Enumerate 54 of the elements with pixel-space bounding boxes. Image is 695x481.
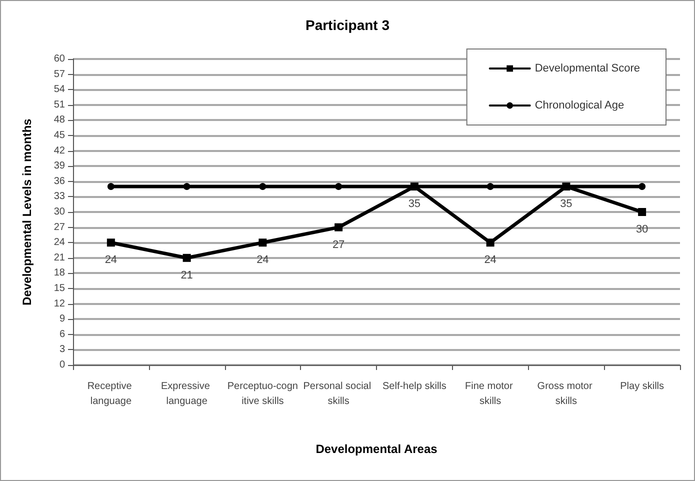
point — [486, 183, 494, 190]
point — [106, 238, 115, 247]
y-axis-title: Developmental Levels in months — [20, 118, 34, 306]
data-label: 21 — [180, 269, 193, 282]
data-label: 35 — [408, 198, 421, 210]
y-tick-label: 9 — [59, 314, 66, 325]
y-tick-label: 3 — [59, 344, 66, 356]
x-tick-label: Personal social skills — [303, 381, 374, 407]
x-tick-label: Self-help skills — [382, 381, 446, 392]
y-tick-label: 27 — [54, 222, 66, 233]
x-tick-label: Fine motor skills — [465, 381, 516, 407]
point — [334, 223, 343, 232]
data-label: 30 — [636, 224, 648, 236]
x-tick-label: Expressive language — [160, 381, 213, 407]
x-tick-label: Perceptuo-cognitive skills — [227, 381, 298, 407]
y-tick-label: 21 — [54, 252, 66, 264]
point — [258, 238, 267, 247]
y-tick-label: 51 — [54, 99, 66, 110]
point — [638, 208, 646, 216]
y-tick-label: 33 — [54, 191, 66, 202]
y-tick-label: 42 — [54, 145, 66, 156]
point — [107, 183, 114, 190]
data-label: 24 — [484, 254, 496, 266]
legend-label: Chronological Age — [534, 100, 624, 112]
x-axis-title: Developmental Areas — [316, 442, 438, 456]
point — [183, 183, 190, 190]
y-tick-label: 39 — [54, 160, 66, 172]
y-tick-label: 36 — [54, 176, 66, 187]
y-tick-label: 6 — [59, 328, 66, 340]
y-tick-label: 0 — [59, 360, 66, 370]
point — [335, 183, 342, 190]
y-tick-label: 60 — [54, 54, 66, 64]
y-tick-label: 15 — [54, 283, 66, 294]
point — [259, 183, 266, 190]
x-tick-label: Gross motor skills — [537, 381, 596, 407]
x-tick-label: Play skills — [620, 381, 664, 392]
y-tick-label: 57 — [54, 68, 66, 80]
point — [486, 238, 494, 247]
y-tick-label: 30 — [54, 206, 66, 218]
y-tick-label: 12 — [54, 298, 66, 310]
x-tick-label: Receptive language — [87, 381, 135, 407]
y-tick-label: 48 — [54, 114, 66, 126]
y-tick-label: 18 — [54, 268, 66, 279]
point — [638, 183, 646, 190]
point — [182, 254, 191, 262]
chart-title: Participant 3 — [305, 17, 390, 33]
data-label: 24 — [104, 254, 118, 266]
y-tick-label: 54 — [54, 84, 66, 96]
y-tick-label: 24 — [54, 237, 66, 248]
y-tick-label: 45 — [54, 130, 66, 141]
data-label: 35 — [560, 198, 572, 210]
data-label: 24 — [256, 254, 269, 266]
data-label: 27 — [332, 238, 345, 251]
legend-label: Developmental Score — [534, 62, 640, 74]
